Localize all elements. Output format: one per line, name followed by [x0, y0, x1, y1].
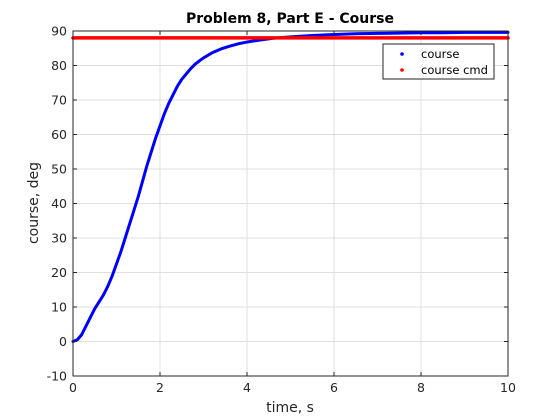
- y-axis-label: course, deg: [26, 162, 42, 244]
- x-tick-label: 8: [417, 380, 425, 395]
- y-tick-label: 60: [51, 127, 67, 142]
- x-tick-label: 2: [156, 380, 164, 395]
- x-tick-label: 0: [69, 380, 77, 395]
- legend-label-course: course: [421, 47, 459, 61]
- y-tick-label: 10: [51, 300, 67, 315]
- y-tick-label: 70: [51, 93, 67, 108]
- y-tick-label: -10: [47, 369, 67, 384]
- y-tick-label: 90: [51, 24, 67, 39]
- x-tick-label: 4: [243, 380, 251, 395]
- x-tick-label: 10: [500, 380, 516, 395]
- legend-marker-course: [400, 52, 404, 56]
- legend-label-course-cmd: course cmd: [421, 63, 488, 77]
- y-tick-label: 50: [51, 162, 67, 177]
- legend-marker-course-cmd: [400, 68, 404, 72]
- x-axis-label: time, s: [266, 400, 314, 416]
- legend-box: [382, 43, 495, 80]
- legend: course course cmd: [382, 43, 495, 80]
- chart-title: Problem 8, Part E - Course: [186, 11, 394, 27]
- y-tick-label: 30: [51, 231, 67, 246]
- y-tick-label: 0: [59, 334, 67, 349]
- y-tick-label: 80: [51, 58, 67, 73]
- x-tick-label: 6: [330, 380, 338, 395]
- y-tick-label: 20: [51, 265, 67, 280]
- y-tick-label: 40: [51, 196, 67, 211]
